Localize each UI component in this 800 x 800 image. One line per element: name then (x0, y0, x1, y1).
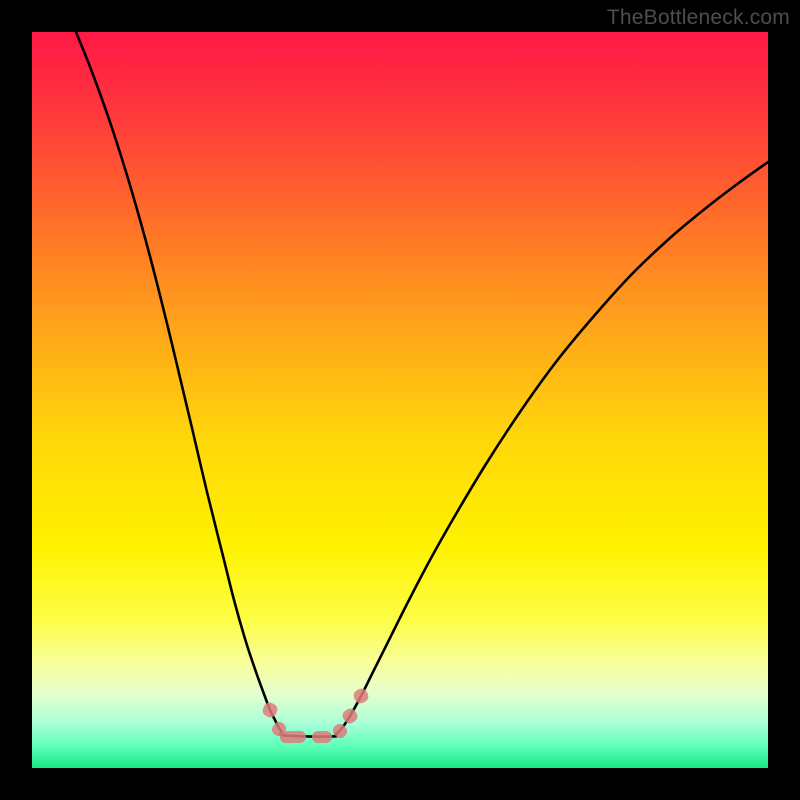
curve-marker-2 (280, 731, 306, 743)
watermark: TheBottleneck.com (607, 6, 790, 30)
curve-layer (32, 32, 768, 768)
plot-area (32, 32, 768, 768)
curve-marker-5 (340, 706, 359, 725)
chart-frame: TheBottleneck.com (0, 0, 800, 800)
curve-marker-6 (351, 686, 370, 705)
curve-marker-3 (312, 731, 332, 743)
v-curve (76, 32, 768, 737)
curve-marker-0 (261, 701, 280, 720)
